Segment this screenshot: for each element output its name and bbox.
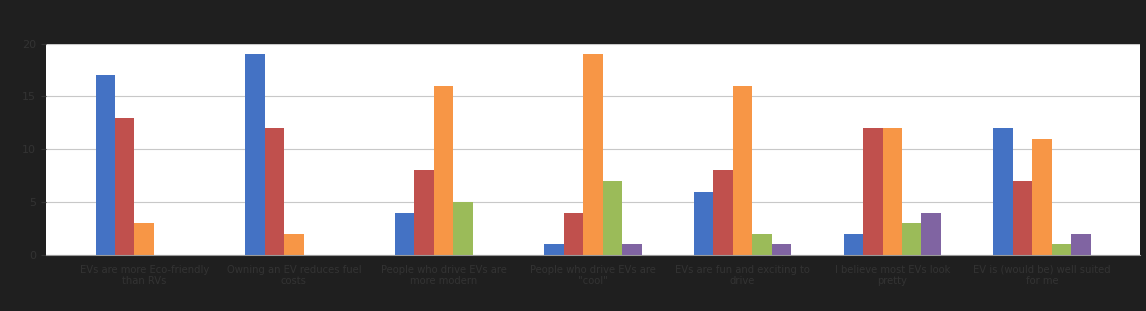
Bar [284,234,304,255]
Bar [902,223,921,255]
Bar [772,244,791,255]
Bar [433,86,453,255]
Bar [863,128,882,255]
Bar [1013,181,1033,255]
Bar [843,234,863,255]
Bar [1072,234,1091,255]
Bar [395,213,414,255]
Bar [921,213,941,255]
Bar [753,234,772,255]
Bar [622,244,642,255]
Bar [714,170,733,255]
Bar [882,128,902,255]
Bar [994,128,1013,255]
Bar [544,244,564,255]
Bar [245,54,265,255]
Bar [564,213,583,255]
Bar [694,192,714,255]
Bar [1033,139,1052,255]
Bar [1052,244,1072,255]
Bar [134,223,154,255]
Bar [603,181,622,255]
Bar [265,128,284,255]
Bar [95,75,115,255]
Bar [453,202,472,255]
Bar [733,86,753,255]
Bar [115,118,134,255]
Bar [414,170,433,255]
Bar [583,54,603,255]
